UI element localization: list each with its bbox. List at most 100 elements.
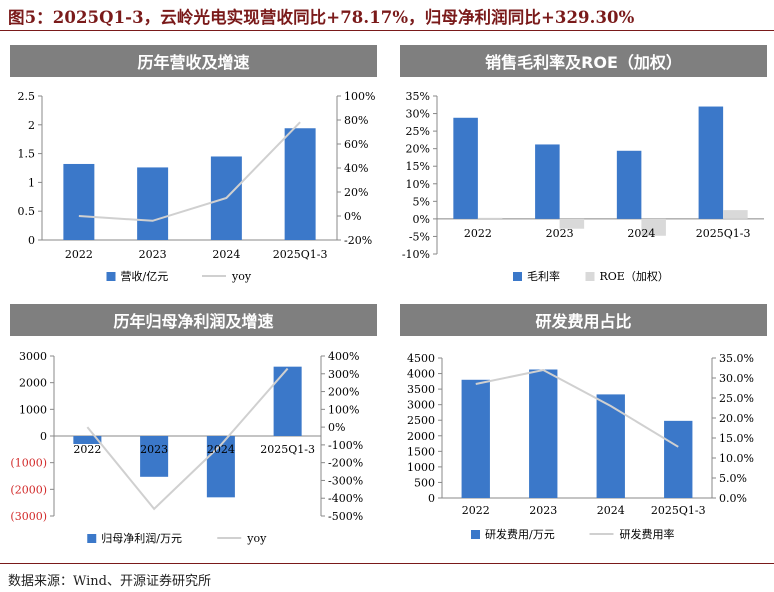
- legend-label: yoy: [246, 532, 267, 545]
- y2-tick-label: 35.0%: [719, 352, 754, 365]
- y2-tick-label: 5.0%: [719, 472, 747, 485]
- x-tick-label: 2024: [627, 227, 655, 240]
- y-tick-label: 1000: [407, 461, 435, 474]
- y2-tick-label: 200%: [328, 386, 359, 399]
- y-tick-label: 0%: [413, 213, 430, 226]
- line-series-revenue: [78, 121, 301, 222]
- legend-label: 毛利率: [527, 269, 560, 283]
- bar-rd-0-0: [461, 379, 490, 498]
- y2-tick-label: 100%: [328, 403, 359, 416]
- x-tick-label: 2023: [140, 443, 168, 456]
- bar-revenue-0-0: [63, 163, 95, 240]
- bar-revenue-0-1: [137, 167, 169, 240]
- y2-tick-label: 0%: [328, 421, 345, 434]
- legend-swatch: [513, 272, 522, 281]
- x-tick-label: 2022: [65, 248, 93, 261]
- y2-tick-label: 30.0%: [719, 372, 754, 385]
- bar-profit-0-3: [273, 366, 302, 436]
- y2-tick-label: 25.0%: [719, 392, 754, 405]
- y-tick-label: 20%: [406, 143, 430, 156]
- line-series-rd: [475, 368, 679, 448]
- y2-tick-label: 20%: [344, 186, 368, 199]
- y-tick-label: 5%: [413, 195, 430, 208]
- bar-revenue-0-3: [284, 128, 316, 240]
- y-tick-label: 0: [428, 492, 435, 505]
- y2-tick-label: 20.0%: [719, 412, 754, 425]
- y-tick-label: (3000): [10, 510, 47, 523]
- y-tick-label: -10%: [402, 248, 430, 261]
- x-tick-label: 2022: [73, 443, 101, 456]
- figure-title: 图5：2025Q1-3，云岭光电实现营收同比+78.17%，归母净利润同比+32…: [8, 8, 635, 27]
- y2-tick-label: -400%: [328, 492, 363, 505]
- y-tick-label: (1000): [10, 457, 47, 470]
- legend-swatch: [87, 534, 97, 543]
- y-tick-label: 2000: [407, 430, 435, 443]
- bar-margin-1-2: [641, 218, 666, 236]
- y-tick-label: 2000: [19, 377, 47, 390]
- y-tick-label: 1: [28, 176, 35, 189]
- rd-chart: 0 500 1000 1500 2000 2500 3000 3500 4000 4500 0.0%…: [407, 352, 754, 541]
- bar-margin-0-3: [698, 106, 724, 219]
- title-rule: [0, 30, 774, 31]
- bar-margin-1-0: [477, 217, 503, 219]
- margin-chart: -10% -5% 0% 5% 10% 15% 20% 25% 30% 35% 2022 2023 202…: [402, 90, 764, 283]
- panel-header-profit: 历年归母净利润及增速: [10, 304, 377, 336]
- x-tick-label: 2025Q1-3: [260, 443, 315, 456]
- bar-margin-1-3: [723, 210, 748, 219]
- legend-label: 营收/亿元: [121, 269, 169, 283]
- y-tick-label: 30%: [406, 108, 430, 121]
- legend-label: 归母净利润/万元: [101, 531, 182, 545]
- y-tick-label: (2000): [10, 483, 47, 496]
- y-tick-label: 10%: [406, 178, 430, 191]
- x-tick-label: 2025Q1-3: [273, 248, 328, 261]
- bar-margin-1-1: [559, 218, 585, 229]
- x-tick-label: 2023: [139, 248, 167, 261]
- bar-rd-0-3: [664, 420, 693, 498]
- legend-swatch: [585, 272, 595, 281]
- y-tick-label: 3000: [407, 399, 435, 412]
- x-tick-label: 2023: [529, 504, 557, 517]
- y2-tick-label: 60%: [344, 138, 368, 151]
- y-tick-label: 0.5: [18, 205, 36, 218]
- legend-label: yoy: [231, 270, 252, 283]
- y-tick-label: -5%: [409, 230, 430, 243]
- y2-tick-label: 400%: [328, 350, 359, 363]
- y-tick-label: 4500: [407, 352, 435, 365]
- x-tick-label: 2024: [212, 248, 240, 261]
- y-tick-label: 0: [40, 430, 47, 443]
- y-tick-label: 500: [414, 476, 435, 489]
- bar-rd-0-1: [529, 369, 558, 498]
- y2-tick-label: 100%: [344, 90, 375, 103]
- bar-rd-0-2: [596, 394, 625, 498]
- bar-margin-0-2: [616, 150, 642, 219]
- y2-tick-label: 15.0%: [719, 432, 754, 445]
- legend-label: ROE（加权）: [600, 270, 669, 283]
- bar-profit-0-0: [73, 436, 102, 444]
- y-tick-label: 15%: [406, 160, 430, 173]
- panel-header-margin: 销售毛利率及ROE（加权）: [400, 45, 767, 77]
- y2-tick-label: 0%: [344, 210, 361, 223]
- panel-header-rd: 研发费用占比: [400, 304, 767, 336]
- panel-header-revenue: 历年营收及增速: [10, 45, 377, 77]
- x-tick-label: 2025Q1-3: [651, 504, 706, 517]
- y2-tick-label: 0.0%: [719, 492, 747, 505]
- y-tick-label: 4000: [407, 368, 435, 381]
- legend-swatch: [106, 272, 116, 281]
- revenue-chart: 0 0.5 1 1.5 2 2.5 -20% 0% 20% 40% 60% 80% 100% 2022 20…: [18, 90, 376, 283]
- x-tick-label: 2024: [207, 443, 235, 456]
- y-tick-label: 25%: [406, 125, 430, 138]
- y-tick-label: 3500: [407, 383, 435, 396]
- y2-tick-label: 10.0%: [719, 452, 754, 465]
- bar-margin-0-1: [535, 144, 560, 219]
- y2-tick-label: -300%: [328, 474, 363, 487]
- y-tick-label: 35%: [406, 90, 430, 103]
- y-tick-label: 1500: [407, 445, 435, 458]
- x-tick-label: 2023: [546, 227, 574, 240]
- y2-tick-label: -200%: [328, 457, 363, 470]
- legend-label: 研发费用率: [620, 527, 675, 541]
- legend-label: 研发费用/万元: [485, 527, 555, 541]
- y-tick-label: 2500: [407, 414, 435, 427]
- y-tick-label: 0: [28, 234, 35, 247]
- source-note: 数据来源：Wind、开源证券研究所: [8, 574, 211, 589]
- y-tick-label: 2.5: [18, 90, 36, 103]
